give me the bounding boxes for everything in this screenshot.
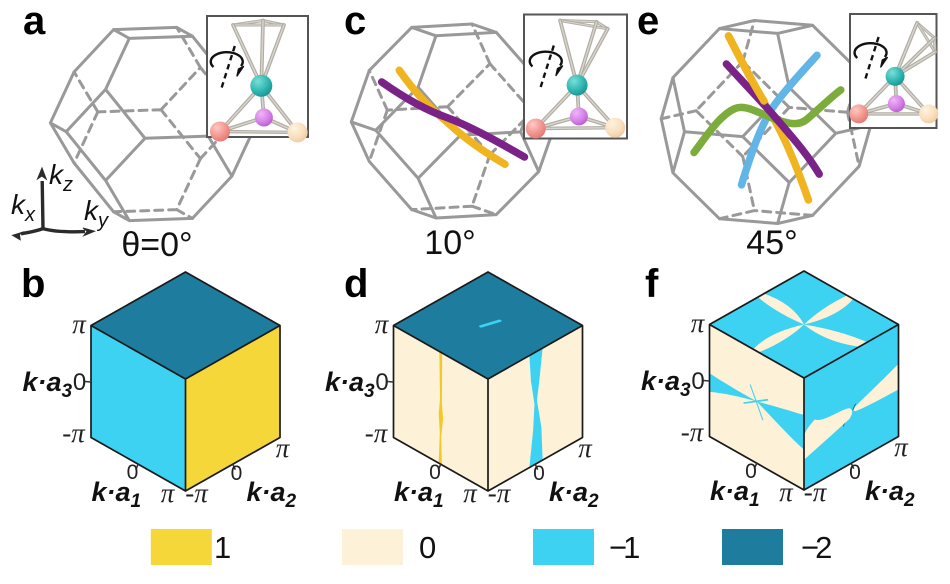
svg-text:0: 0 bbox=[745, 460, 757, 483]
svg-text:−2: −2 bbox=[801, 530, 832, 565]
svg-text:b: b bbox=[21, 262, 45, 306]
svg-text:θ=0°: θ=0° bbox=[121, 226, 192, 264]
svg-text:0: 0 bbox=[375, 369, 388, 396]
svg-text:45°: 45° bbox=[746, 224, 797, 262]
svg-text:π: π bbox=[578, 433, 593, 463]
svg-text:e: e bbox=[637, 0, 659, 43]
svg-text:π: π bbox=[161, 478, 176, 508]
svg-text:0: 0 bbox=[429, 461, 441, 484]
svg-text:π: π bbox=[691, 308, 706, 338]
svg-text:-π: -π bbox=[185, 478, 209, 508]
svg-text:d: d bbox=[344, 262, 368, 306]
svg-text:0: 0 bbox=[533, 462, 545, 485]
svg-text:-π: -π bbox=[488, 478, 512, 508]
svg-text:0: 0 bbox=[127, 461, 139, 484]
svg-text:-π: -π bbox=[62, 418, 86, 448]
svg-text:0: 0 bbox=[419, 530, 436, 565]
svg-text:π: π bbox=[276, 433, 291, 463]
svg-text:1: 1 bbox=[214, 530, 231, 565]
svg-text:0: 0 bbox=[73, 369, 86, 396]
svg-text:π: π bbox=[779, 477, 794, 507]
svg-text:0: 0 bbox=[849, 461, 861, 484]
svg-text:a: a bbox=[23, 0, 46, 43]
svg-text:0: 0 bbox=[231, 462, 243, 485]
svg-text:-π: -π bbox=[365, 418, 389, 448]
svg-text:10°: 10° bbox=[424, 224, 475, 262]
svg-text:π: π bbox=[894, 432, 909, 462]
svg-text:0: 0 bbox=[691, 368, 704, 395]
svg-text:-π: -π bbox=[681, 417, 705, 447]
svg-text:−1: −1 bbox=[609, 530, 640, 565]
svg-text:c: c bbox=[344, 0, 366, 43]
svg-text:π: π bbox=[72, 309, 87, 339]
svg-text:f: f bbox=[645, 262, 659, 306]
svg-text:π: π bbox=[463, 478, 478, 508]
svg-text:π: π bbox=[375, 309, 390, 339]
svg-text:-π: -π bbox=[804, 477, 828, 507]
